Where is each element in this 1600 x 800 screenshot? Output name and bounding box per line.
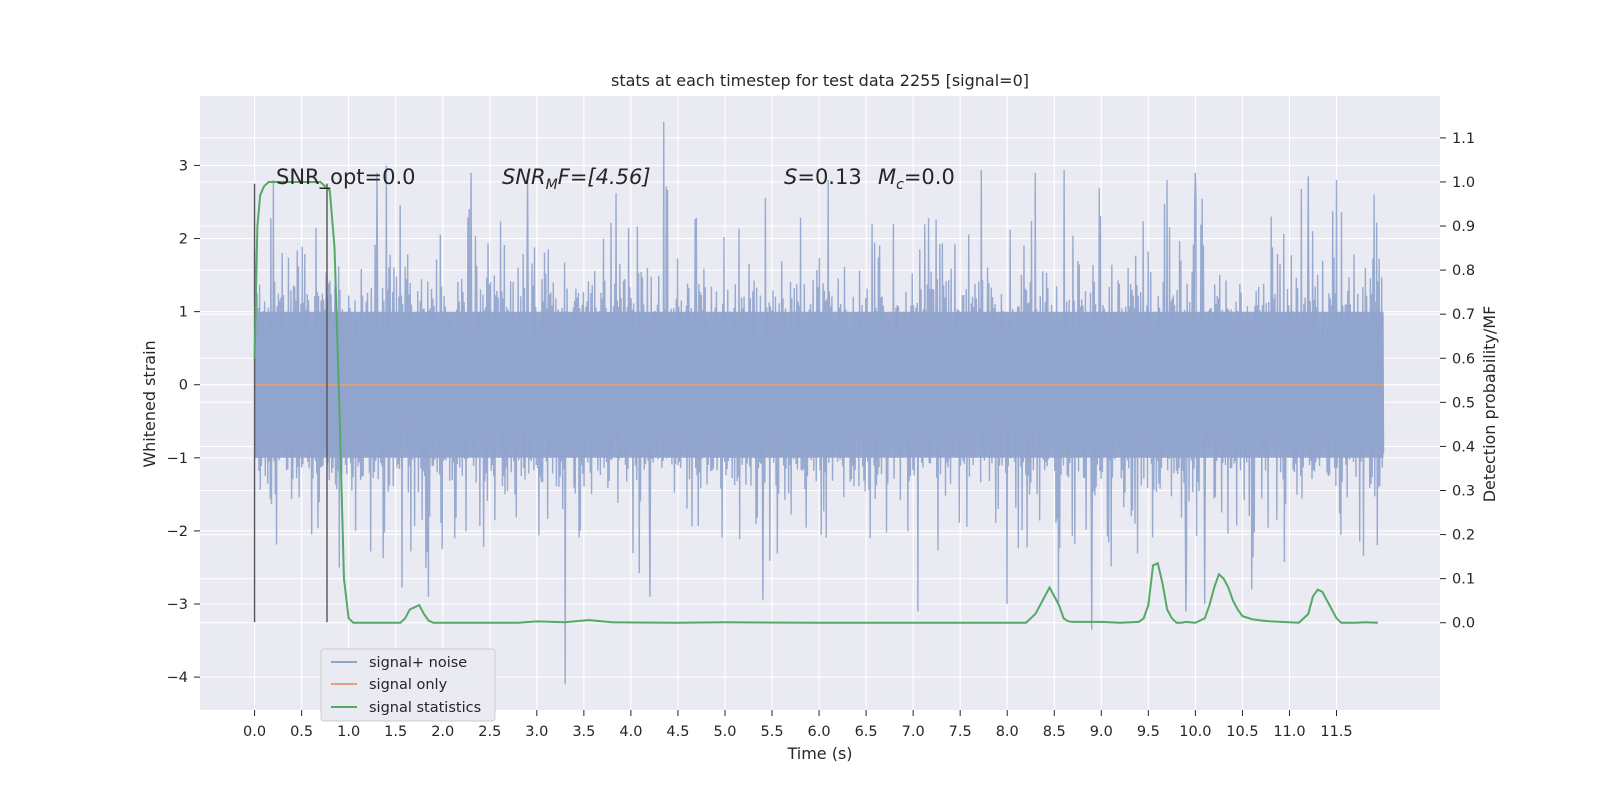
annotation-snr-mf: SNRMF=[4.56] <box>502 165 651 193</box>
y2-tick-label: 0.1 <box>1452 572 1475 588</box>
x-tick-label: 7.0 <box>902 724 925 740</box>
x-tick-label: 0.0 <box>243 724 266 740</box>
x-tick-label: 1.5 <box>384 724 407 740</box>
statistics-line <box>253 180 1378 624</box>
y2-tick-label: 0.0 <box>1452 616 1475 632</box>
x-tick-label: 8.5 <box>1043 724 1066 740</box>
y-tick-label: −1 <box>167 451 188 467</box>
x-tick-label: 3.0 <box>525 724 548 740</box>
x-tick-label: 5.0 <box>713 724 736 740</box>
y-axis-label: Whitened strain <box>140 340 159 467</box>
x-tick-label: 6.5 <box>855 724 878 740</box>
chart-title: stats at each timestep for test data 225… <box>611 71 1029 90</box>
x-tick-label: 4.5 <box>666 724 689 740</box>
y2-tick-label: 1.1 <box>1452 131 1475 147</box>
x-tick-label: 11.0 <box>1273 724 1305 740</box>
y2-tick-label: 0.7 <box>1452 307 1475 323</box>
statistics-series <box>253 180 1378 624</box>
x-tick-label: 9.5 <box>1137 724 1160 740</box>
y2-tick-label: 0.8 <box>1452 263 1475 279</box>
y2-tick-label: 0.9 <box>1452 219 1475 235</box>
x-tick-label: 6.0 <box>808 724 831 740</box>
y2-tick-label: 0.3 <box>1452 483 1475 499</box>
x-tick-label: 5.5 <box>760 724 783 740</box>
y-tick-label: 3 <box>179 158 188 174</box>
y-tick-label: 2 <box>179 232 188 248</box>
x-tick-label: 7.5 <box>949 724 972 740</box>
y-tick-label: −3 <box>167 597 188 613</box>
annotation-s: S=0.13 <box>784 165 862 189</box>
x-axis-label: Time (s) <box>786 744 852 763</box>
x-tick-label: 10.5 <box>1226 724 1258 740</box>
y2-tick-label: 0.5 <box>1452 395 1475 411</box>
y2-axis-label: Detection probability/MF <box>1480 306 1499 503</box>
x-tick-label: 11.5 <box>1320 724 1352 740</box>
x-tick-label: 0.5 <box>290 724 313 740</box>
x-tick-label: 9.0 <box>1090 724 1113 740</box>
x-tick-label: 2.5 <box>478 724 501 740</box>
legend-label-signal-only: signal only <box>369 677 448 693</box>
annotation-mc: Mc=0.0 <box>878 165 955 193</box>
x-axis: 0.0 0.5 1.0 1.5 2.0 2.5 3.0 3.5 4.0 4.5 5.0 5.5 6.0 6… <box>243 710 1353 740</box>
y-tick-label: 1 <box>179 305 188 321</box>
x-tick-label: 3.5 <box>572 724 595 740</box>
y2-tick-label: 0.4 <box>1452 439 1475 455</box>
annotation-snr-opt: SNR_opt=0.0 <box>276 165 416 190</box>
x-tick-label: 2.0 <box>431 724 454 740</box>
x-tick-label: 10.0 <box>1179 724 1211 740</box>
y-tick-label: −4 <box>167 670 188 686</box>
y2-axis: 0.0 0.1 0.2 0.3 0.4 0.5 0.6 0.7 0.8 0.9 1.0 1.1 <box>1440 131 1475 632</box>
y2-tick-label: 0.6 <box>1452 351 1475 367</box>
legend-label-statistics: signal statistics <box>369 700 481 716</box>
legend: signal+ noise signal only signal statist… <box>320 648 496 722</box>
y-tick-label: −2 <box>167 524 188 540</box>
x-tick-label: 1.0 <box>337 724 360 740</box>
y2-tick-label: 1.0 <box>1452 175 1475 191</box>
y-tick-label: 0 <box>179 378 188 394</box>
vertical-markers <box>253 183 328 623</box>
legend-box <box>320 648 496 722</box>
y-axis: −4 −3 −2 −1 0 1 2 3 <box>167 158 200 686</box>
x-tick-label: 4.0 <box>619 724 642 740</box>
legend-label-noise: signal+ noise <box>369 655 467 671</box>
y2-tick-label: 0.2 <box>1452 528 1475 544</box>
x-tick-label: 8.0 <box>996 724 1019 740</box>
